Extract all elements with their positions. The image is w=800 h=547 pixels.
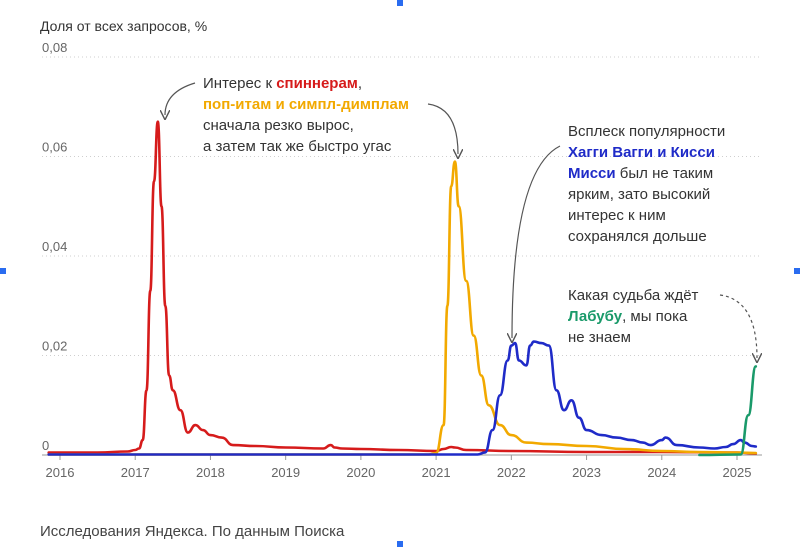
x-tick-label: 2020 — [346, 465, 375, 480]
y-tick-label: 0,02 — [42, 339, 67, 354]
arrow-popit — [427, 103, 458, 154]
x-tick-label: 2023 — [572, 465, 601, 480]
x-tick-label: 2025 — [723, 465, 752, 480]
legend-huggy: Хагги Вагги и Кисси — [568, 144, 715, 161]
annotation-text: Какая судьба ждёт — [568, 287, 699, 304]
annotation-text: а затем так же быстро угас — [203, 138, 392, 155]
annotation-text: интерес к ним — [568, 207, 666, 224]
arrow-labubu — [719, 294, 757, 358]
y-axis-label: Доля от всех запросов, % — [40, 18, 208, 34]
arrow-huggy — [512, 145, 561, 338]
legend-popit: поп-итам и симпл-димплам — [203, 96, 409, 113]
annotation-text: сначала резко вырос, — [203, 117, 354, 134]
annotation-text: , мы пока — [622, 308, 688, 325]
y-tick-label: 0,06 — [42, 140, 67, 155]
chart-series — [47, 120, 758, 457]
x-tick-label: 2017 — [121, 465, 150, 480]
y-tick-label: 0,04 — [42, 239, 67, 254]
annotation-huggy: Всплеск популярности Хагги Вагги и Кисси… — [568, 121, 768, 247]
y-tick-label: 0,08 — [42, 40, 67, 55]
annotation-arrows — [165, 82, 757, 358]
x-tick-label: 2022 — [497, 465, 526, 480]
y-tick-labels: 0 0,02 0,04 0,06 0,08 — [42, 40, 67, 453]
selection-handle — [397, 541, 403, 547]
x-tick-labels: 2016 2017 2018 2019 2020 2021 2022 2023 2024 2025 — [46, 455, 752, 480]
legend-labubu: Лабубу — [568, 308, 623, 325]
legend-huggy-2: Мисси — [568, 165, 616, 182]
legend-spinners: спиннерам — [276, 75, 358, 92]
annotation-text: был не таким — [615, 165, 714, 182]
annotation-text: Интерес к — [203, 75, 277, 92]
y-tick-label: 0 — [42, 438, 49, 453]
annotation-text: не знаем — [568, 329, 631, 346]
selection-handle — [794, 268, 800, 274]
x-tick-label: 2016 — [46, 465, 75, 480]
annotation-labubu: Какая судьба ждёт Лабубу, мы пока не зна… — [568, 285, 738, 348]
series-line-2 — [47, 340, 758, 456]
x-tick-label: 2018 — [196, 465, 225, 480]
selection-handle — [0, 268, 6, 274]
annotation-text: сохранялся дольше — [568, 228, 707, 245]
arrow-spinners — [165, 82, 196, 115]
source-caption: Исследования Яндекса. По данным Поиска — [40, 523, 345, 540]
x-tick-label: 2019 — [271, 465, 300, 480]
series-line-0 — [47, 120, 758, 455]
annotation-text: Всплеск популярности — [568, 123, 726, 140]
series-line-3 — [698, 365, 758, 457]
selection-handle — [397, 0, 403, 6]
annotation-text: , — [357, 75, 363, 92]
annotation-fidget: Интерес к спиннерам, поп-итам и симпл-ди… — [203, 73, 433, 157]
annotation-text: ярким, зато высокий — [568, 186, 711, 203]
x-tick-label: 2021 — [422, 465, 451, 480]
x-tick-label: 2024 — [647, 465, 676, 480]
series-line-1 — [47, 160, 758, 456]
